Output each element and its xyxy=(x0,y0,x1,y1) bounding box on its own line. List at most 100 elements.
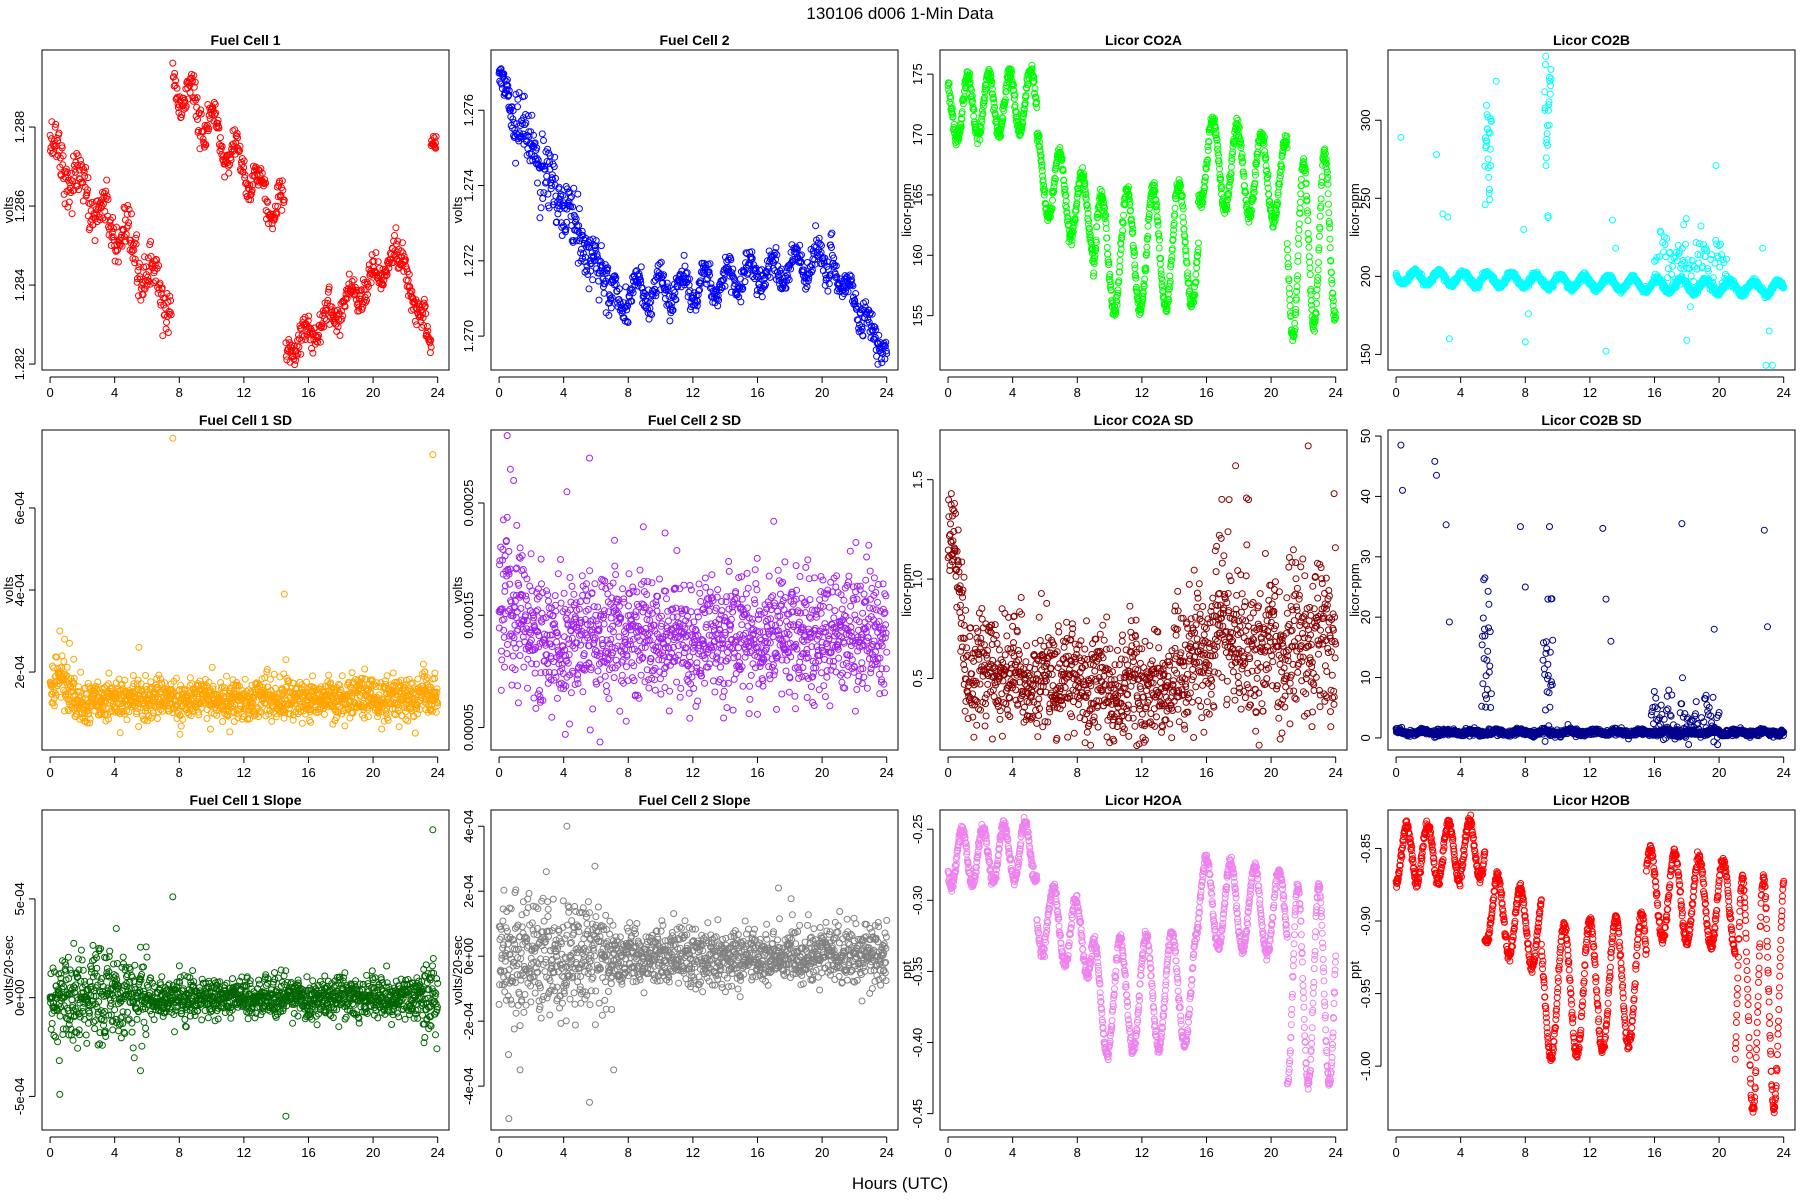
y-axis-label: volts xyxy=(1,196,16,223)
data-point xyxy=(134,267,142,274)
data-point xyxy=(68,210,76,218)
data-point xyxy=(167,297,175,305)
data-point xyxy=(211,110,219,118)
x-tick-label: 8 xyxy=(1522,385,1529,400)
data-point xyxy=(122,230,130,238)
panel-title: Fuel Cell 1 xyxy=(210,32,280,48)
data-point xyxy=(84,174,92,182)
data-point xyxy=(197,110,205,118)
data-point xyxy=(136,273,144,281)
data-point xyxy=(280,199,288,206)
data-point xyxy=(174,100,182,108)
data-point xyxy=(133,231,141,239)
x-tick-label: 12 xyxy=(1583,385,1597,400)
data-point xyxy=(152,277,160,285)
x-tick-label: 20 xyxy=(1264,385,1278,400)
x-tick-label: 0 xyxy=(1392,385,1399,400)
data-point xyxy=(63,169,71,177)
data-point xyxy=(247,196,255,204)
y-tick-label: 300 xyxy=(1358,109,1373,131)
data-point xyxy=(205,125,213,133)
data-point xyxy=(187,78,195,86)
data-point xyxy=(285,336,293,343)
data-point xyxy=(227,156,235,164)
data-point xyxy=(271,202,279,210)
data-point xyxy=(247,191,255,198)
data-point xyxy=(59,152,67,160)
data-point xyxy=(274,202,282,210)
x-tick-label: 20 xyxy=(366,385,380,400)
x-tick-label: 24 xyxy=(879,385,893,400)
data-point xyxy=(124,222,132,230)
data-point xyxy=(216,134,224,142)
data-point xyxy=(84,186,91,194)
data-point xyxy=(99,200,107,208)
data-point xyxy=(190,72,198,79)
panel-title: Fuel Cell 2 xyxy=(659,32,729,48)
data-point xyxy=(175,101,183,109)
data-point xyxy=(167,311,175,319)
data-point xyxy=(126,246,134,254)
data-point xyxy=(80,166,88,174)
x-tick-label: 16 xyxy=(1647,385,1661,400)
x-tick-label: 8 xyxy=(625,385,632,400)
x-tick-label: 16 xyxy=(1199,385,1213,400)
data-point xyxy=(132,240,140,248)
data-point xyxy=(294,336,301,344)
data-point xyxy=(53,153,61,161)
data-point xyxy=(291,361,299,369)
data-point xyxy=(249,181,257,189)
data-point xyxy=(162,325,170,333)
data-point xyxy=(135,263,143,271)
data-point xyxy=(221,173,229,181)
x-tick-label: 12 xyxy=(1135,385,1149,400)
data-point xyxy=(225,169,233,177)
data-point xyxy=(49,140,57,148)
data-point xyxy=(240,157,248,165)
data-point xyxy=(177,113,185,121)
data-point xyxy=(234,134,242,142)
y-tick-label: 1.282 xyxy=(12,348,27,381)
data-point xyxy=(131,259,139,267)
panel-title: Licor CO2B xyxy=(1553,32,1630,48)
x-tick-label: 8 xyxy=(1074,385,1081,400)
x-tick-label: 16 xyxy=(750,385,764,400)
data-point xyxy=(69,177,76,185)
data-point xyxy=(51,123,59,131)
data-point xyxy=(135,259,143,267)
data-point xyxy=(213,124,221,132)
data-point xyxy=(230,146,238,154)
data-point xyxy=(236,147,243,155)
x-tick-label: 0 xyxy=(944,385,951,400)
x-tick-label: 4 xyxy=(560,385,567,400)
y-tick-label: 170 xyxy=(910,124,925,146)
data-point xyxy=(118,242,126,250)
data-point xyxy=(211,100,219,108)
x-tick-label: 20 xyxy=(815,385,829,400)
data-point xyxy=(64,203,72,211)
data-point xyxy=(108,229,116,236)
data-point xyxy=(173,84,181,92)
data-point xyxy=(262,179,270,187)
data-point xyxy=(146,280,154,288)
data-point xyxy=(109,214,117,221)
data-point xyxy=(131,255,139,263)
data-point xyxy=(46,131,54,139)
data-point xyxy=(91,237,99,245)
data-point xyxy=(264,198,271,206)
data-point xyxy=(62,165,70,173)
data-point xyxy=(278,206,286,214)
x-tick-label: 16 xyxy=(301,385,315,400)
data-point xyxy=(226,161,234,169)
data-point xyxy=(147,238,155,245)
data-point xyxy=(190,83,198,91)
data-point xyxy=(208,106,215,114)
y-tick-label: 1.288 xyxy=(12,111,27,144)
data-point xyxy=(52,120,60,128)
data-point xyxy=(65,198,73,206)
y-axis-label: licor-ppm xyxy=(1347,183,1362,236)
data-point xyxy=(280,196,288,204)
data-point xyxy=(196,145,204,153)
data-point xyxy=(98,202,106,210)
